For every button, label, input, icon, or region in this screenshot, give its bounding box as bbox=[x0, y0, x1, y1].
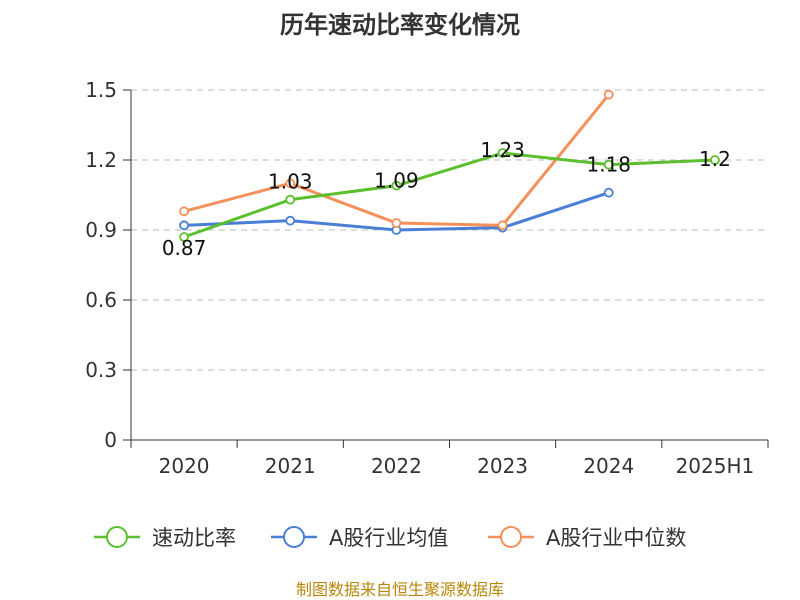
legend-label: A股行业中位数 bbox=[546, 526, 686, 550]
series-layer bbox=[179, 89, 720, 242]
data-point[interactable] bbox=[603, 187, 614, 198]
x-tick-label: 2023 bbox=[477, 454, 528, 478]
chart-title: 历年速动比率变化情况 bbox=[280, 11, 520, 39]
data-point[interactable] bbox=[285, 194, 296, 205]
legend-item[interactable]: A股行业均值 bbox=[271, 526, 448, 550]
data-point[interactable] bbox=[497, 220, 508, 231]
legend-item[interactable]: 速动比率 bbox=[94, 526, 236, 550]
data-label: 1.2 bbox=[699, 147, 731, 171]
x-tick-label: 2020 bbox=[159, 454, 210, 478]
legend-label: 速动比率 bbox=[152, 526, 236, 550]
data-point[interactable] bbox=[710, 155, 720, 165]
x-tick-label: 2022 bbox=[371, 454, 422, 478]
data-point[interactable] bbox=[179, 206, 189, 217]
x-axis: 2020 2021 2022 2023 2024 2025H1 bbox=[130, 439, 769, 478]
data-point[interactable] bbox=[603, 89, 614, 100]
data-point[interactable] bbox=[179, 232, 189, 242]
data-point[interactable] bbox=[603, 159, 614, 170]
legend-marker bbox=[106, 526, 128, 548]
data-point[interactable] bbox=[391, 218, 402, 228]
data-label: 1.09 bbox=[374, 169, 419, 193]
y-tick-label: 0 bbox=[104, 428, 117, 452]
data-point[interactable] bbox=[391, 180, 402, 191]
legend[interactable]: 速动比率 A股行业均值 A股行业中位数 bbox=[94, 526, 686, 550]
data-label: 1.03 bbox=[268, 170, 313, 194]
legend-item[interactable]: A股行业中位数 bbox=[488, 526, 686, 550]
series-line bbox=[182, 151, 717, 239]
grid-lines bbox=[131, 89, 768, 371]
data-label: 1.23 bbox=[480, 138, 525, 162]
y-tick-label: 1.2 bbox=[85, 148, 117, 172]
y-tick-label: 0.6 bbox=[85, 288, 117, 312]
y-tick-label: 0.3 bbox=[85, 358, 117, 382]
x-tick-label: 2025H1 bbox=[676, 454, 755, 478]
data-point[interactable] bbox=[179, 220, 189, 231]
legend-marker bbox=[283, 526, 305, 548]
y-axis: 0 0.3 0.6 0.9 1.2 1.5 bbox=[85, 78, 132, 452]
data-point[interactable] bbox=[497, 148, 508, 158]
data-label: 1.18 bbox=[586, 153, 631, 177]
data-labels: 0.87 1.03 1.09 1.23 1.18 1.2 bbox=[162, 138, 731, 260]
legend-marker bbox=[500, 526, 522, 548]
data-label: 0.87 bbox=[162, 236, 207, 260]
x-tick-label: 2021 bbox=[265, 454, 316, 478]
data-point[interactable] bbox=[285, 178, 296, 189]
source-note: 制图数据来自恒生聚源数据库 bbox=[296, 580, 504, 599]
data-point[interactable] bbox=[285, 215, 296, 226]
y-tick-label: 0.9 bbox=[85, 218, 117, 242]
legend-label: A股行业均值 bbox=[329, 526, 448, 550]
y-tick-label: 1.5 bbox=[85, 78, 117, 102]
x-tick-label: 2024 bbox=[583, 454, 634, 478]
